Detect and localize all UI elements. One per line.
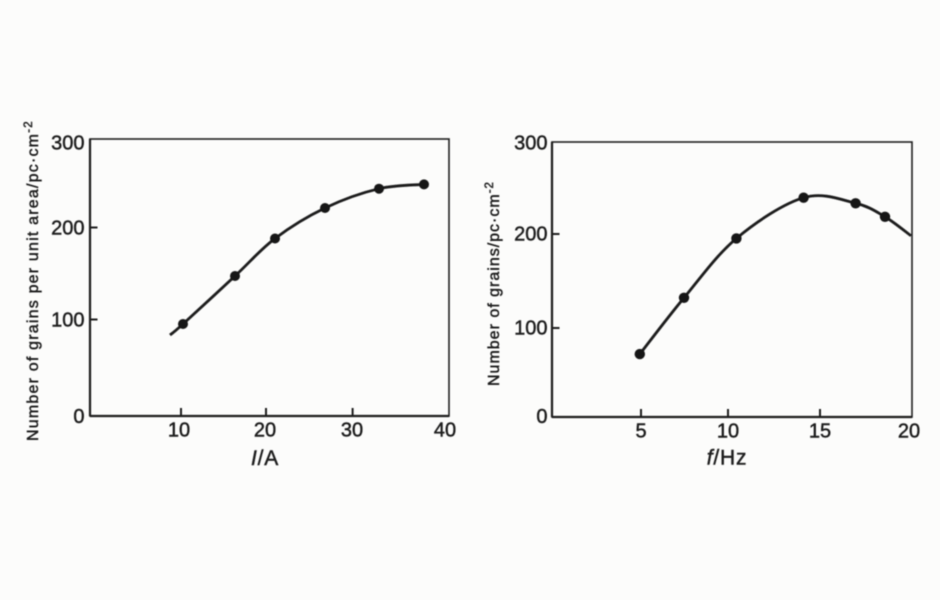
svg-text:20: 20 [898, 421, 920, 443]
svg-text:300: 300 [51, 132, 84, 154]
svg-text:I/A: I/A [251, 447, 279, 470]
svg-text:Number of grains/pc·cm-2: Number of grains/pc·cm-2 [484, 181, 503, 386]
svg-text:10: 10 [717, 421, 739, 443]
svg-text:20: 20 [254, 420, 276, 442]
svg-text:10: 10 [168, 420, 190, 442]
svg-text:200: 200 [514, 224, 547, 246]
svg-text:5: 5 [635, 421, 646, 443]
svg-text:200: 200 [51, 218, 84, 240]
svg-text:300: 300 [514, 133, 547, 155]
svg-text:40: 40 [434, 420, 456, 442]
svg-text:Number of grains per unit area: Number of grains per unit area/pc·cm-2 [23, 120, 42, 441]
svg-text:100: 100 [514, 318, 547, 340]
svg-text:0: 0 [536, 406, 547, 428]
svg-text:0: 0 [73, 406, 84, 428]
svg-text:30: 30 [341, 420, 363, 442]
svg-text:100: 100 [51, 310, 84, 332]
svg-text:f/Hz: f/Hz [707, 447, 748, 470]
svg-text:15: 15 [809, 421, 831, 443]
